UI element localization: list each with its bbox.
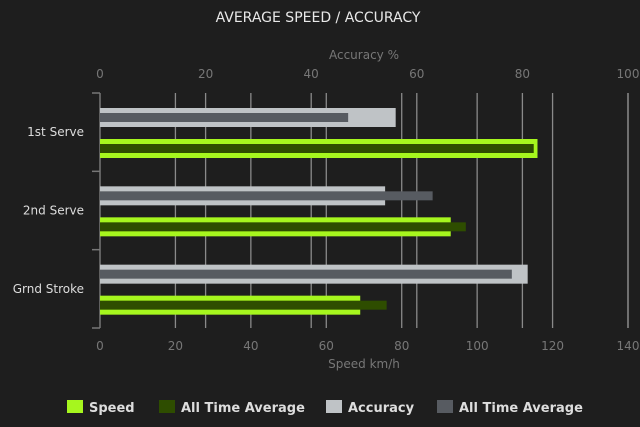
accuracy-tick-label: 40 — [304, 67, 319, 81]
category-label: 2nd Serve — [23, 204, 84, 218]
speed-tick-label: 60 — [319, 339, 334, 353]
speed-average-bar — [100, 144, 534, 153]
accuracy-tick-label: 100 — [617, 67, 640, 81]
accuracy-tick-label: 20 — [198, 67, 213, 81]
accuracy-average-bar — [100, 113, 349, 122]
accuracy-tick-label: 0 — [96, 67, 104, 81]
speed-average-bar — [100, 300, 387, 310]
bottom-axis-label: Speed km/h — [328, 357, 400, 371]
legend-swatch — [437, 400, 453, 413]
speed-tick-label: 140 — [617, 339, 640, 353]
speed-tick-label: 80 — [394, 339, 409, 353]
category-label: Grnd Stroke — [13, 282, 84, 296]
legend-label: Speed — [89, 401, 135, 416]
top-axis-label: Accuracy % — [329, 48, 399, 62]
legend-label: Accuracy — [348, 401, 415, 416]
legend-swatch — [159, 400, 175, 413]
speed-tick-label: 100 — [466, 339, 489, 353]
accuracy-average-bar — [100, 191, 433, 201]
speed-tick-label: 120 — [541, 339, 564, 353]
accuracy-average-bar — [100, 269, 512, 279]
speed-tick-label: 0 — [96, 339, 104, 353]
speed-tick-label: 20 — [168, 339, 183, 353]
category-label: 1st Serve — [27, 125, 84, 139]
legend-label: All Time Average — [459, 401, 583, 416]
legend-swatch — [326, 400, 342, 413]
accuracy-tick-label: 60 — [409, 67, 424, 81]
legend-label: All Time Average — [181, 401, 305, 416]
speed-tick-label: 40 — [243, 339, 258, 353]
legend-swatch — [67, 400, 83, 413]
speed-average-bar — [100, 222, 466, 232]
accuracy-tick-label: 80 — [515, 67, 530, 81]
chart-title: AVERAGE SPEED / ACCURACY — [216, 10, 421, 26]
